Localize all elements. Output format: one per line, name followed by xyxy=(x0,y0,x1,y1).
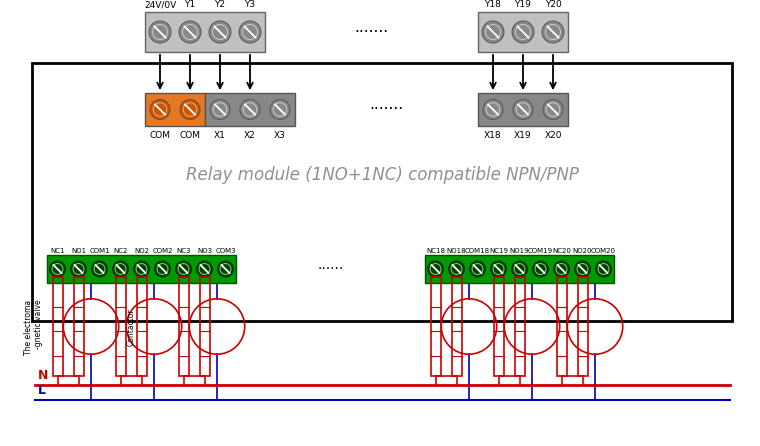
Circle shape xyxy=(240,99,260,120)
Bar xyxy=(205,93,295,126)
Text: COM19: COM19 xyxy=(528,248,553,254)
Text: Contactor: Contactor xyxy=(126,308,135,346)
Circle shape xyxy=(112,261,128,277)
Text: ·······: ······· xyxy=(354,25,388,40)
Circle shape xyxy=(482,21,504,43)
Circle shape xyxy=(134,261,150,277)
Text: X3: X3 xyxy=(274,131,286,140)
Circle shape xyxy=(553,261,569,277)
Bar xyxy=(179,277,188,376)
Text: NO2: NO2 xyxy=(134,248,149,254)
Bar xyxy=(47,255,236,283)
Text: COM: COM xyxy=(179,131,201,140)
Text: 24V/0V: 24V/0V xyxy=(144,0,176,9)
Text: NC18: NC18 xyxy=(426,248,445,254)
Circle shape xyxy=(149,21,171,43)
Text: ·······: ······· xyxy=(369,102,404,117)
Bar xyxy=(478,93,568,126)
Circle shape xyxy=(575,261,591,277)
Circle shape xyxy=(511,261,527,277)
Text: NC2: NC2 xyxy=(113,248,128,254)
Text: X19: X19 xyxy=(515,131,532,140)
Circle shape xyxy=(513,99,533,120)
Text: NO3: NO3 xyxy=(197,248,212,254)
Circle shape xyxy=(71,261,87,277)
Text: The electroma
-gnetic valve: The electroma -gnetic valve xyxy=(24,299,43,355)
Circle shape xyxy=(483,99,503,120)
Text: NO20: NO20 xyxy=(573,248,592,254)
Text: Y20: Y20 xyxy=(545,0,562,9)
Text: COM1: COM1 xyxy=(89,248,109,254)
Bar xyxy=(32,63,732,321)
Circle shape xyxy=(210,99,230,120)
Bar xyxy=(578,277,587,376)
Text: ······: ······ xyxy=(318,262,344,276)
Circle shape xyxy=(217,261,233,277)
Text: COM18: COM18 xyxy=(465,248,490,254)
Bar xyxy=(116,277,125,376)
Circle shape xyxy=(542,21,564,43)
Text: N: N xyxy=(38,369,49,382)
Text: Y19: Y19 xyxy=(515,0,531,9)
Circle shape xyxy=(427,261,444,277)
Circle shape xyxy=(239,21,261,43)
Text: Y3: Y3 xyxy=(245,0,255,9)
Text: NC3: NC3 xyxy=(176,248,191,254)
Text: Relay module (1NO+1NC) compatible NPN/PNP: Relay module (1NO+1NC) compatible NPN/PN… xyxy=(185,166,578,184)
Text: COM3: COM3 xyxy=(215,248,236,254)
Bar xyxy=(478,12,568,52)
Bar xyxy=(145,12,265,52)
Bar xyxy=(425,255,614,283)
Bar xyxy=(515,277,524,376)
Bar xyxy=(74,277,84,376)
Circle shape xyxy=(543,99,563,120)
Text: NC19: NC19 xyxy=(489,248,508,254)
Text: NO19: NO19 xyxy=(510,248,529,254)
Circle shape xyxy=(154,261,170,277)
Text: Y2: Y2 xyxy=(214,0,226,9)
Text: X18: X18 xyxy=(484,131,502,140)
Text: COM: COM xyxy=(150,131,170,140)
Bar xyxy=(430,277,441,376)
Circle shape xyxy=(596,261,612,277)
Text: L: L xyxy=(38,384,46,397)
Circle shape xyxy=(533,261,549,277)
Circle shape xyxy=(179,21,201,43)
Text: X2: X2 xyxy=(244,131,256,140)
Bar xyxy=(145,93,205,126)
Circle shape xyxy=(448,261,464,277)
Bar xyxy=(451,277,461,376)
Bar xyxy=(556,277,566,376)
Circle shape xyxy=(209,21,231,43)
Text: NO18: NO18 xyxy=(447,248,467,254)
Bar xyxy=(199,277,210,376)
Circle shape xyxy=(197,261,213,277)
Text: NO1: NO1 xyxy=(71,248,86,254)
Text: X1: X1 xyxy=(214,131,226,140)
Text: Y18: Y18 xyxy=(485,0,502,9)
Text: NC20: NC20 xyxy=(552,248,571,254)
Circle shape xyxy=(49,261,65,277)
Circle shape xyxy=(270,99,290,120)
Text: COM2: COM2 xyxy=(152,248,173,254)
Text: Y1: Y1 xyxy=(185,0,195,9)
Bar xyxy=(137,277,147,376)
Circle shape xyxy=(150,99,170,120)
Text: X20: X20 xyxy=(544,131,562,140)
Bar xyxy=(493,277,503,376)
Circle shape xyxy=(512,21,534,43)
Circle shape xyxy=(470,261,486,277)
Text: NC1: NC1 xyxy=(50,248,65,254)
Text: COM20: COM20 xyxy=(591,248,616,254)
Circle shape xyxy=(176,261,192,277)
Bar xyxy=(52,277,62,376)
Circle shape xyxy=(490,261,506,277)
Circle shape xyxy=(180,99,200,120)
Circle shape xyxy=(91,261,107,277)
